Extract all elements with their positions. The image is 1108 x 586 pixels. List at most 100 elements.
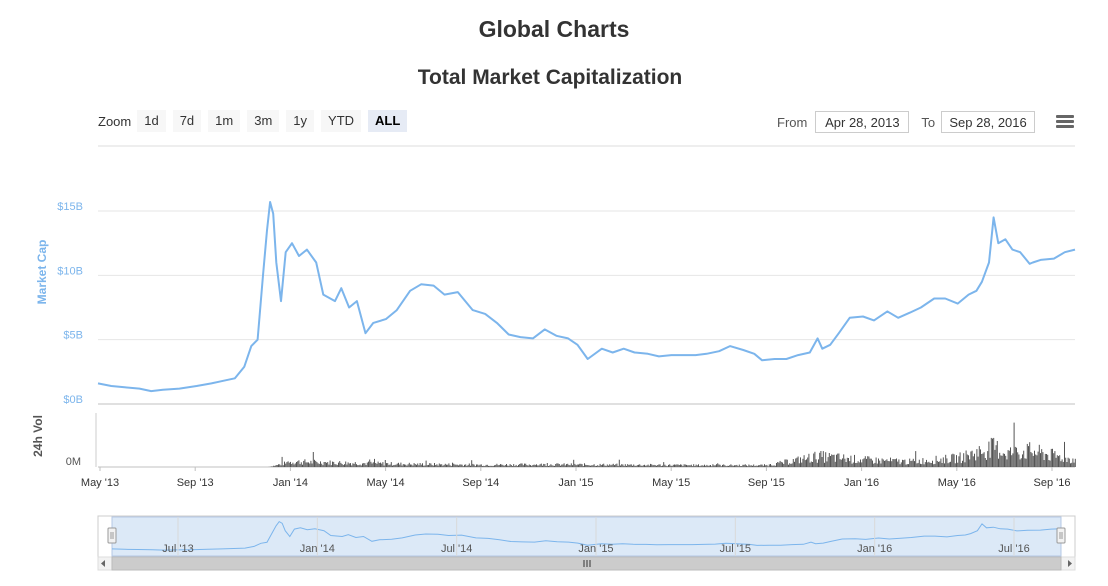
volume-bar bbox=[684, 464, 686, 467]
volume-bar bbox=[388, 464, 390, 467]
volume-bar bbox=[621, 464, 623, 467]
volume-bar bbox=[377, 461, 379, 467]
volume-bar bbox=[726, 465, 728, 467]
volume-bar bbox=[598, 465, 600, 467]
volume-bar bbox=[980, 449, 981, 467]
volume-bar bbox=[760, 464, 762, 467]
volume-bar bbox=[552, 465, 554, 467]
volume-bar bbox=[722, 464, 723, 467]
volume-bar bbox=[930, 463, 932, 467]
zoom-all-button[interactable]: ALL bbox=[368, 110, 408, 132]
volume-bar bbox=[446, 464, 447, 467]
volume-bar bbox=[984, 458, 986, 467]
volume-bar bbox=[754, 466, 756, 467]
volume-bar bbox=[375, 463, 377, 467]
volume-bar bbox=[612, 463, 614, 467]
volume-bar bbox=[514, 466, 516, 467]
volume-bar bbox=[335, 464, 337, 467]
volume-bar bbox=[863, 458, 865, 467]
volume-bar bbox=[944, 463, 945, 467]
volume-bar bbox=[406, 465, 408, 467]
volume-bar bbox=[561, 464, 563, 467]
volume-bar bbox=[286, 462, 288, 467]
volume-bar bbox=[1037, 451, 1039, 467]
from-date-input[interactable] bbox=[815, 111, 910, 133]
zoom-1d-button[interactable]: 1d bbox=[137, 110, 166, 132]
volume-bar bbox=[950, 461, 951, 467]
navigator-tick-label: Jul '15 bbox=[720, 543, 751, 555]
volume-bar bbox=[816, 462, 818, 467]
volume-bar bbox=[382, 462, 384, 467]
zoom-label: Zoom bbox=[98, 113, 132, 129]
volume-bar bbox=[851, 463, 853, 467]
to-label: To bbox=[921, 114, 936, 130]
volume-bar bbox=[810, 461, 812, 467]
volume-bar bbox=[489, 465, 491, 467]
volume-bar bbox=[317, 463, 319, 467]
volume-bar bbox=[641, 465, 643, 467]
volume-bar bbox=[771, 465, 773, 467]
volume-bar bbox=[858, 462, 860, 467]
volume-bar bbox=[380, 462, 381, 467]
volume-bar bbox=[635, 465, 637, 467]
volume-bar bbox=[821, 457, 823, 467]
volume-bar bbox=[848, 458, 849, 467]
volume-bar bbox=[768, 464, 770, 467]
volume-bar bbox=[305, 462, 307, 467]
volume-bar bbox=[502, 464, 504, 467]
zoom-7d-button[interactable]: 7d bbox=[172, 110, 202, 132]
volume-bar bbox=[299, 464, 301, 467]
volume-bar bbox=[395, 464, 397, 467]
volume-bar bbox=[486, 464, 488, 467]
volume-bar bbox=[999, 452, 1001, 467]
volume-bar bbox=[1024, 458, 1026, 467]
volume-bar bbox=[333, 461, 335, 467]
volume-bar bbox=[566, 464, 567, 467]
volume-bar bbox=[576, 464, 578, 467]
zoom-ytd-button[interactable]: YTD bbox=[321, 110, 362, 132]
x-tick-label: May '16 bbox=[938, 477, 976, 489]
volume-bar bbox=[761, 464, 763, 467]
volume-bar bbox=[692, 466, 693, 467]
volume-bar bbox=[939, 461, 941, 467]
volume-bar bbox=[593, 464, 595, 467]
to-date-input[interactable] bbox=[941, 111, 1036, 133]
volume-bar bbox=[458, 465, 459, 467]
volume-bar bbox=[846, 457, 848, 467]
volume-bar bbox=[555, 464, 557, 467]
zoom-1y-button[interactable]: 1y bbox=[286, 110, 315, 132]
volume-bar bbox=[548, 466, 549, 467]
volume-bar bbox=[827, 457, 829, 467]
volume-bar bbox=[790, 464, 792, 467]
scroll-right-arrow-icon[interactable] bbox=[1068, 560, 1072, 567]
volume-bar bbox=[352, 463, 354, 467]
volume-bar bbox=[1026, 443, 1028, 467]
volume-bar bbox=[932, 460, 933, 467]
volume-bar bbox=[650, 463, 651, 467]
volume-bar bbox=[694, 466, 696, 467]
volume-bar bbox=[702, 465, 704, 467]
volume-bar bbox=[872, 460, 873, 467]
scroll-left-arrow-icon[interactable] bbox=[101, 560, 105, 567]
volume-bar bbox=[282, 465, 284, 467]
volume-bar bbox=[479, 464, 481, 467]
volume-bar bbox=[878, 458, 879, 467]
volume-bar bbox=[903, 460, 905, 467]
from-label: From bbox=[777, 114, 808, 130]
navigator-left-handle[interactable] bbox=[107, 527, 117, 544]
volume-bar bbox=[833, 454, 835, 467]
zoom-3m-button[interactable]: 3m bbox=[247, 110, 280, 132]
volume-bar bbox=[813, 453, 815, 467]
volume-bar bbox=[741, 466, 743, 467]
volume-bar bbox=[657, 465, 659, 467]
volume-bar bbox=[808, 453, 810, 467]
volume-bar bbox=[814, 451, 816, 467]
volume-bar bbox=[389, 464, 391, 467]
volume-bar bbox=[959, 452, 961, 467]
hamburger-menu-icon[interactable] bbox=[1056, 115, 1074, 129]
zoom-1m-button[interactable]: 1m bbox=[208, 110, 241, 132]
volume-bar bbox=[766, 464, 768, 467]
volume-bar bbox=[680, 464, 681, 467]
navigator-right-handle[interactable] bbox=[1056, 527, 1066, 544]
volume-bar bbox=[417, 463, 419, 467]
